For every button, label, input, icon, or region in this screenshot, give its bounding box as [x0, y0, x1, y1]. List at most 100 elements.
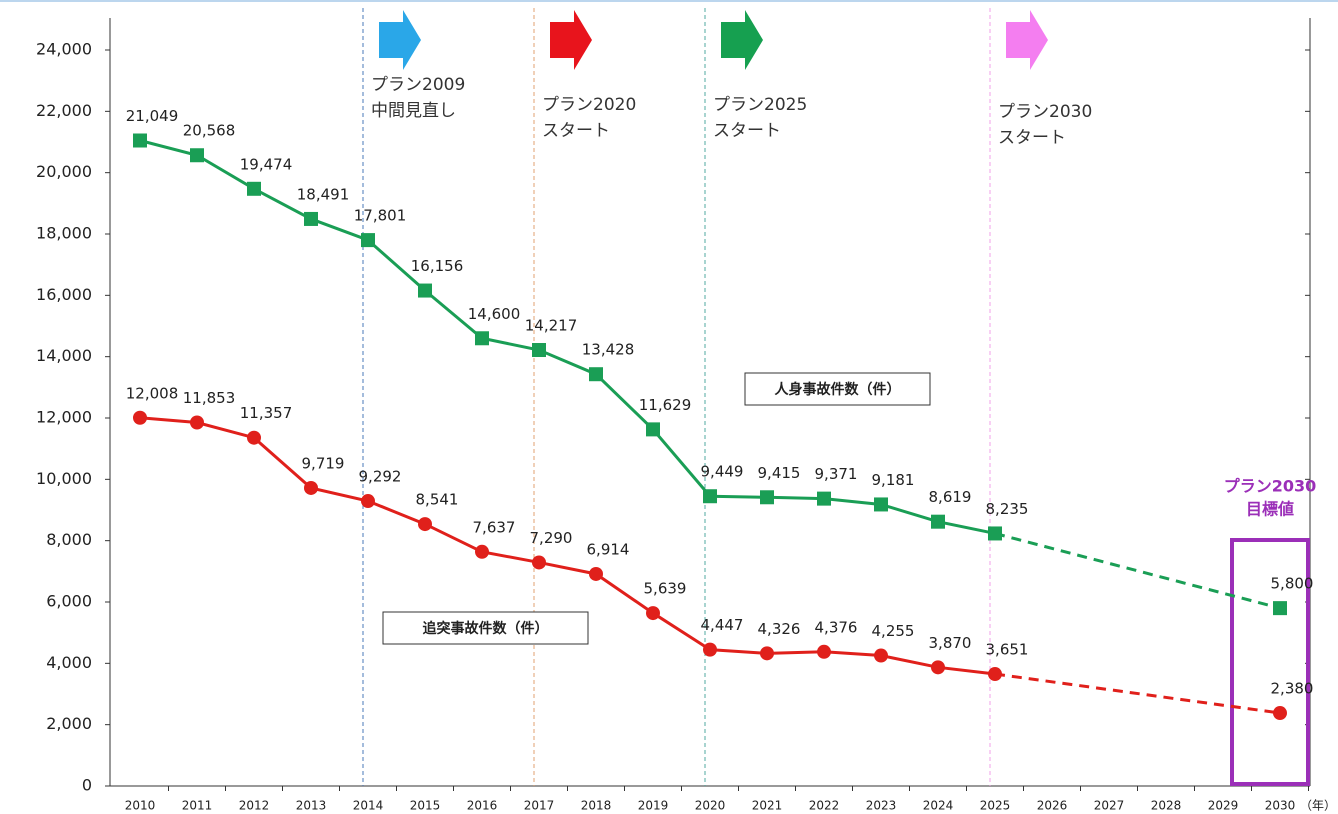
marker	[589, 367, 603, 382]
value-label: 8,619	[929, 488, 972, 506]
value-label: 21,049	[126, 107, 179, 125]
series-line	[139, 139, 996, 535]
x-tick-label: 2012	[239, 799, 270, 813]
marker	[931, 660, 945, 675]
plan-arrow	[550, 10, 592, 70]
value-label: 4,326	[758, 620, 801, 638]
series-name-box	[744, 372, 931, 406]
y-tick-label: 14,000	[36, 346, 92, 365]
value-label: 16,156	[411, 257, 464, 275]
value-label: 4,447	[701, 616, 744, 634]
marker	[532, 343, 546, 358]
plan-label: スタート	[542, 121, 610, 141]
value-label: 6,914	[587, 540, 630, 558]
y-tick-label: 8,000	[46, 530, 92, 549]
value-label: 8,235	[986, 500, 1029, 518]
value-label: 9,719	[302, 454, 345, 472]
y-tick-label: 22,000	[36, 101, 92, 120]
y-tick-label: 24,000	[36, 40, 92, 59]
y-tick-label: 12,000	[36, 408, 92, 427]
marker	[133, 410, 147, 425]
x-tick-label: 2019	[638, 799, 669, 813]
value-label: 8,541	[416, 491, 459, 509]
marker	[1273, 706, 1287, 721]
value-label: 9,292	[359, 468, 402, 486]
value-label: 4,376	[815, 618, 858, 636]
x-tick-label: 2020	[695, 799, 726, 813]
x-tick-label: 2029	[1208, 799, 1239, 813]
marker	[304, 480, 318, 495]
value-label: 9,415	[758, 464, 801, 482]
value-label: 18,491	[297, 185, 350, 203]
marker	[475, 544, 489, 559]
marker	[247, 181, 261, 196]
x-tick-label: 2030	[1265, 799, 1296, 813]
value-label: 3,651	[986, 641, 1029, 659]
value-label: 9,371	[815, 465, 858, 483]
x-tick-label: 2017	[524, 799, 555, 813]
plan-arrow	[721, 10, 763, 70]
marker	[988, 667, 1002, 682]
marker	[418, 283, 432, 298]
plan-label: プラン2009	[371, 75, 465, 95]
y-tick-label: 0	[82, 776, 92, 795]
marker	[190, 148, 204, 163]
marker	[532, 555, 546, 570]
y-tick-label: 4,000	[46, 653, 92, 672]
x-tick-label: 2024	[923, 799, 954, 813]
marker	[931, 514, 945, 529]
marker	[760, 646, 774, 661]
value-label: 14,217	[525, 317, 578, 335]
marker	[304, 211, 318, 226]
value-label: 9,181	[872, 471, 915, 489]
value-label: 20,568	[183, 122, 236, 140]
x-tick-label: 2018	[581, 799, 612, 813]
x-tick-label: 2013	[296, 799, 327, 813]
value-label: 7,290	[530, 529, 573, 547]
x-tick-label: 2023	[866, 799, 897, 813]
marker	[190, 415, 204, 430]
plan-arrow	[1006, 10, 1048, 70]
value-label: 7,637	[473, 518, 516, 536]
x-tick-label: 2021	[752, 799, 783, 813]
value-label: 5,639	[644, 580, 687, 598]
x-axis-label: （年）	[1300, 799, 1336, 813]
plan-label: スタート	[998, 128, 1066, 148]
y-tick-label: 18,000	[36, 224, 92, 243]
plan-label: 中間見直し	[371, 101, 456, 121]
value-label: 9,449	[701, 463, 744, 481]
marker	[988, 526, 1002, 541]
series-name: 人身事故件数（件）	[775, 381, 901, 398]
marker	[133, 133, 147, 148]
marker	[418, 517, 432, 532]
value-label: 19,474	[240, 155, 293, 173]
x-tick-label: 2010	[125, 799, 156, 813]
x-tick-label: 2026	[1037, 799, 1068, 813]
marker	[760, 490, 774, 505]
projection-line	[994, 532, 1281, 610]
target-label: 目標値	[1246, 500, 1294, 519]
marker	[646, 606, 660, 621]
value-label: 12,008	[126, 384, 179, 402]
projection-line	[994, 672, 1281, 715]
marker	[1273, 601, 1287, 616]
y-tick-label: 6,000	[46, 592, 92, 611]
marker	[247, 430, 261, 445]
y-tick-label: 20,000	[36, 162, 92, 181]
x-tick-label: 2011	[182, 799, 213, 813]
marker	[475, 331, 489, 346]
marker	[874, 648, 888, 663]
x-tick-label: 2015	[410, 799, 441, 813]
value-label: 2,380	[1271, 680, 1314, 698]
value-label: 4,255	[872, 622, 915, 640]
marker	[703, 489, 717, 504]
x-tick-label: 2027	[1094, 799, 1125, 813]
value-label: 11,357	[240, 404, 293, 422]
marker	[646, 422, 660, 437]
target-label: プラン2030	[1224, 477, 1317, 496]
target-box	[1230, 538, 1310, 786]
series-name-box	[382, 611, 589, 645]
plan-label: スタート	[713, 121, 781, 141]
plan-label: プラン2020	[542, 95, 636, 115]
